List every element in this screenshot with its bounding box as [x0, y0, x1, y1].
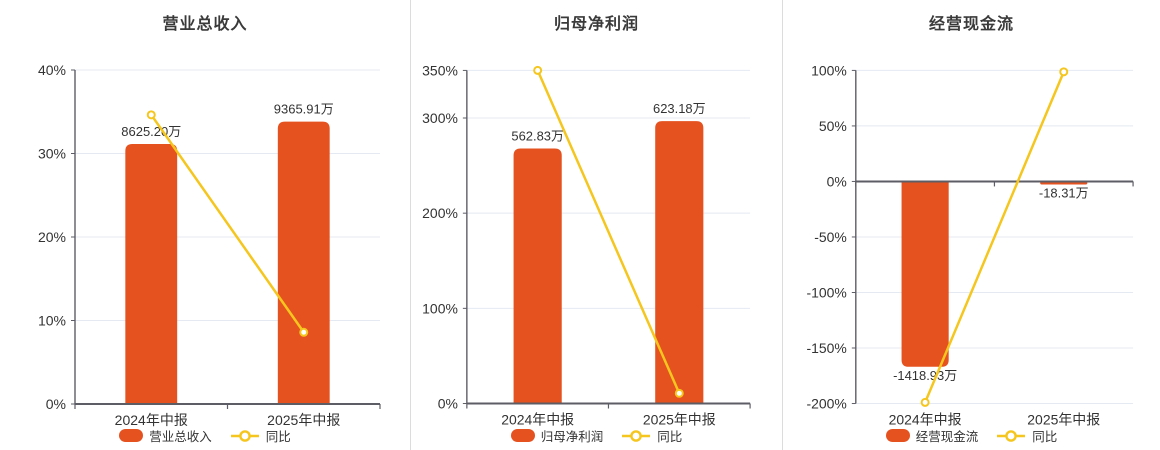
legend-item-yoy-series[interactable]: 同比 [996, 426, 1057, 445]
y-tick-label: 200% [422, 205, 458, 221]
revenue-chart-legend: 营业总收入 同比 [0, 426, 410, 445]
y-tick-label: 30% [38, 146, 66, 162]
net-profit-chart-plot: 0% 100% 200% 300% 350% 562.83万 2024年中报 623.18万 2… [422, 62, 751, 427]
category-label: 2025年中报 [1027, 411, 1100, 427]
y-tick-label: 100% [811, 62, 847, 78]
panel-net-profit: 归母净利润 0% 100% 200% 300% 350% 562.83万 2024年中报 62… [410, 0, 782, 450]
cashflow-chart-legend: 经营现金流 同比 [783, 426, 1160, 445]
legend-item-yoy-series[interactable]: 同比 [621, 426, 682, 445]
y-tick-label: -200% [806, 396, 846, 412]
cashflow-chart-plot: -200% -150% -100% -50% 0% 50% 100% -1418.93万 202… [806, 62, 1134, 427]
y-tick-label: 20% [38, 229, 66, 245]
yoy-line-point[interactable] [533, 65, 543, 75]
category-label: 2025年中报 [267, 412, 340, 428]
bar-value-label: 623.18万 [653, 101, 706, 116]
legend-item-bar-series[interactable]: 营业总收入 [119, 426, 212, 445]
panel-total-revenue: 营业总收入 0% 10% 20% 30% 40% 8625.20万 2024年中报 9365.… [0, 0, 410, 450]
legend-bar-label: 经营现金流 [915, 430, 979, 444]
y-tick-label: 10% [38, 313, 66, 329]
legend-item-bar-series[interactable]: 经营现金流 [885, 426, 979, 445]
line-marker-icon [997, 429, 1026, 442]
y-tick-label: 50% [819, 118, 847, 134]
bar-value-label: 8625.20万 [121, 124, 181, 139]
yoy-line-point[interactable] [920, 397, 930, 407]
y-tick-label: 300% [422, 110, 458, 126]
yoy-line [536, 69, 681, 395]
bar-swatch-icon [119, 429, 144, 442]
yoy-line-point[interactable] [299, 327, 309, 337]
y-tick-label: 0% [46, 396, 66, 412]
bar-mark[interactable] [513, 148, 562, 404]
bar-value-label: 562.83万 [511, 128, 564, 143]
y-tick-label: -150% [806, 340, 846, 356]
chart-title-cashflow: 经营现金流 [928, 16, 1014, 33]
bar-value-label: -18.31万 [1039, 185, 1089, 200]
legend-item-bar-series[interactable]: 归母净利润 [510, 426, 604, 445]
yoy-line-point[interactable] [1059, 67, 1069, 77]
bar-mark[interactable] [277, 121, 330, 404]
chart-title-net-profit: 归母净利润 [553, 16, 639, 33]
category-label: 2024年中报 [501, 411, 574, 427]
bar-mark[interactable] [655, 121, 704, 404]
y-tick-label: -50% [814, 229, 847, 245]
legend-yoy-label: 同比 [1032, 430, 1058, 444]
y-tick-label: -100% [806, 284, 846, 300]
legend-bar-label: 归母净利润 [540, 430, 604, 444]
line-marker-icon [230, 429, 259, 442]
y-tick-label: 100% [422, 300, 458, 316]
legend-yoy-label: 同比 [657, 430, 683, 444]
bar-swatch-icon [885, 429, 910, 442]
y-tick-label: 40% [38, 62, 66, 78]
y-tick-label: 0% [438, 396, 458, 412]
net-profit-chart-legend: 归母净利润 同比 [411, 426, 782, 445]
bar-mark[interactable] [125, 143, 178, 405]
bar-mark[interactable] [901, 181, 949, 367]
yoy-line [923, 70, 1066, 404]
category-label: 2024年中报 [115, 412, 188, 428]
revenue-chart-plot: 0% 10% 20% 30% 40% 8625.20万 2024年中报 9365.91万 202… [38, 62, 381, 428]
bar-swatch-icon [510, 429, 535, 442]
bar-value-label: -1418.93万 [893, 368, 957, 383]
bar-value-label: 9365.91万 [274, 102, 334, 117]
yoy-line [150, 113, 305, 334]
legend-bar-label: 营业总收入 [149, 430, 212, 444]
chart-title-revenue: 营业总收入 [162, 16, 248, 33]
y-tick-label: 350% [422, 62, 458, 78]
legend-item-yoy-series[interactable]: 同比 [230, 426, 291, 445]
line-marker-icon [622, 429, 651, 442]
legend-yoy-label: 同比 [265, 430, 291, 444]
y-tick-label: 0% [827, 173, 847, 189]
panel-operating-cashflow: 经营现金流 -200% -150% -100% -50% 0% 50% 100% -1418.… [782, 0, 1160, 450]
yoy-line-point[interactable] [674, 388, 684, 398]
category-label: 2025年中报 [643, 411, 716, 427]
yoy-line-point[interactable] [146, 110, 156, 120]
category-label: 2024年中报 [889, 411, 962, 427]
